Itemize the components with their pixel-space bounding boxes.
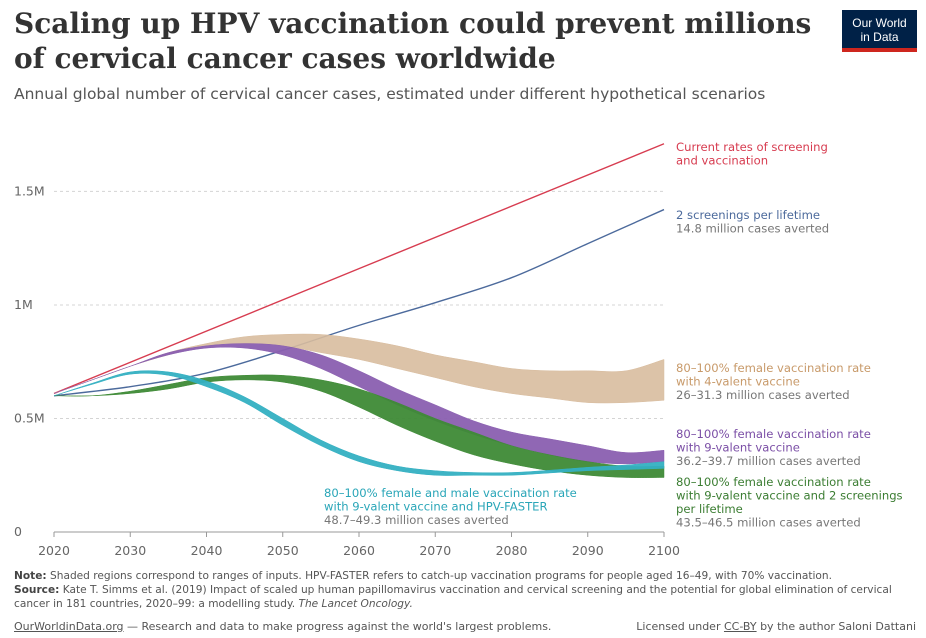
- site-link[interactable]: OurWorldinData.org: [14, 620, 124, 633]
- x-axis: 2020 2030 2040 2050 2060 2070 2080 2090 2100: [38, 531, 680, 558]
- series-label-80-100-female-and-male-vaccination-rate-: 80–100% female and male vaccination rate: [324, 486, 577, 500]
- series-label-current-rates-of-screening-and-vaccinati: Current rates of screening: [676, 140, 828, 154]
- series-sublabel-2-screenings-per-lifetime: 14.8 million cases averted: [676, 222, 829, 236]
- series-label-80-100-female-vaccination-rate-with-9-va: 80–100% female vaccination rate: [676, 475, 871, 489]
- owid-logo[interactable]: Our World in Data: [842, 10, 917, 52]
- chart-notes: Note: Shaded regions correspond to range…: [14, 569, 914, 611]
- series-label-current-rates-of-screening-and-vaccinati: and vaccination: [676, 154, 768, 168]
- series-line-2-screenings-per-lifetime: [53, 208, 665, 397]
- note-label: Note:: [14, 570, 47, 582]
- series-label-80-100-female-vaccination-rate-with-9-va: with 9-valent vaccine: [676, 441, 800, 455]
- source-label: Source:: [14, 584, 60, 596]
- series-label-80-100-female-vaccination-rate-with-9-va: per lifetime: [676, 502, 743, 516]
- license-suffix: by the author Saloni Dattani: [756, 620, 916, 633]
- footer-right: Licensed under CC-BY by the author Salon…: [636, 620, 916, 633]
- grid-lines: 0 0.5M 1M 1.5M: [14, 183, 664, 539]
- x-tick-label: 2020: [38, 543, 70, 558]
- x-tick-label: 2100: [648, 543, 680, 558]
- series-sublabel-80-100-female-vaccination-rate-with-9-va: 36.2–39.7 million cases averted: [676, 454, 861, 468]
- series-label-80-100-female-vaccination-rate-with-4-va: 80–100% female vaccination rate: [676, 361, 871, 375]
- series-label-80-100-female-vaccination-rate-with-4-va: with 4-valent vaccine: [676, 375, 800, 389]
- series-label-80-100-female-vaccination-rate-with-9-va: with 9-valent vaccine and 2 screenings: [676, 489, 903, 503]
- series-label-2-screenings-per-lifetime: 2 screenings per lifetime: [676, 208, 820, 222]
- y-tick-label: 0.5M: [14, 410, 45, 425]
- series-line-current-rates-of-screening-and-vaccinati: [53, 143, 665, 395]
- logo-line-2: in Data: [860, 30, 899, 44]
- license-link[interactable]: CC-BY: [723, 620, 757, 633]
- series-sublabel-80-100-female-vaccination-rate-with-4-va: 26–31.3 million cases averted: [676, 388, 850, 402]
- x-tick-label: 2030: [114, 543, 146, 558]
- source-text: Kate T. Simms et al. (2019) Impact of sc…: [14, 584, 892, 610]
- series-label-80-100-female-and-male-vaccination-rate-: with 9-valent vaccine and HPV-FASTER: [324, 500, 548, 514]
- chart-title: Scaling up HPV vaccination could prevent…: [14, 7, 812, 75]
- x-tick-label: 2060: [343, 543, 375, 558]
- x-tick-label: 2040: [191, 543, 223, 558]
- footer-tagline: — Research and data to make progress aga…: [123, 620, 552, 633]
- series-band-80-100-female-and-male-vaccination-rate-: [53, 370, 665, 476]
- x-tick-label: 2050: [267, 543, 299, 558]
- y-tick-label: 0: [14, 524, 22, 539]
- note-text: Shaded regions correspond to ranges of i…: [46, 570, 832, 582]
- series-sublabel-80-100-female-vaccination-rate-with-9-va: 43.5–46.5 million cases averted: [676, 516, 861, 530]
- series-layer: [53, 143, 665, 478]
- logo-line-1: Our World: [852, 16, 907, 30]
- series-label-80-100-female-vaccination-rate-with-9-va: 80–100% female vaccination rate: [676, 427, 871, 441]
- x-tick-label: 2090: [572, 543, 604, 558]
- x-tick-label: 2070: [419, 543, 451, 558]
- source-line: Source: Kate T. Simms et al. (2019) Impa…: [14, 583, 914, 611]
- y-tick-label: 1M: [14, 297, 33, 312]
- chart-subtitle: Annual global number of cervical cancer …: [14, 85, 766, 103]
- note-line: Note: Shaded regions correspond to range…: [14, 569, 914, 583]
- license-prefix: Licensed under: [636, 620, 724, 633]
- series-sublabel-80-100-female-and-male-vaccination-rate-: 48.7–49.3 million cases averted: [324, 513, 509, 527]
- footer-left: OurWorldinData.org — Research and data t…: [14, 620, 551, 633]
- chart-area: 0 0.5M 1M 1.5M 2020 2030 2040 2050 2060 2070 2080…: [14, 140, 903, 558]
- series-band-80-100-female-vaccination-rate-with-9-va: [53, 343, 665, 465]
- source-journal: The Lancet Oncology.: [298, 598, 413, 610]
- y-tick-label: 1.5M: [14, 183, 45, 198]
- series-band-80-100-female-vaccination-rate-with-9-va: [53, 374, 665, 478]
- x-tick-label: 2080: [496, 543, 528, 558]
